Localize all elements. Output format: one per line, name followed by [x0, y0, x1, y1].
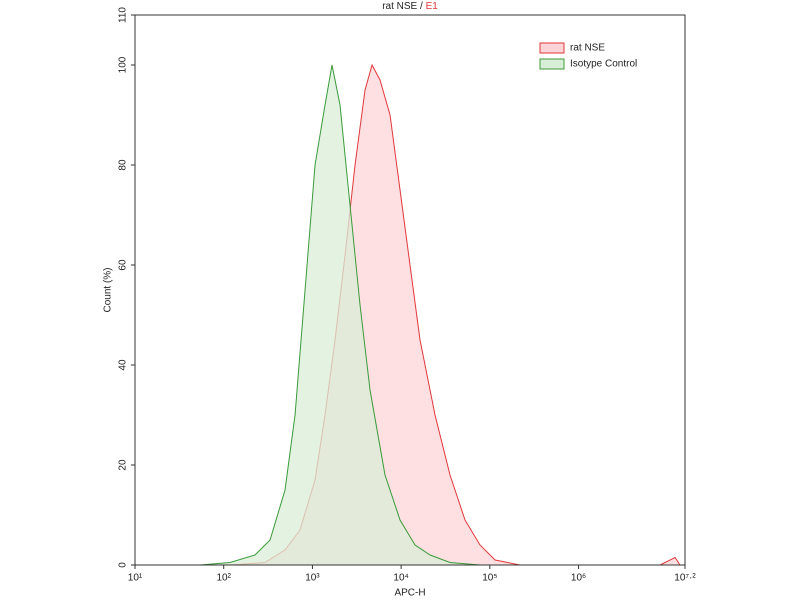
x-tick-label: 10¹ — [128, 573, 143, 584]
x-tick-label: 10⁷·² — [674, 573, 696, 584]
x-tick-label: 10⁵ — [482, 573, 497, 584]
plot-frame — [134, 14, 686, 566]
y-tick-label: 0 — [118, 562, 129, 568]
y-tick-label: 20 — [118, 459, 129, 471]
title-highlight: E1 — [426, 1, 439, 12]
legend-swatch — [539, 58, 565, 70]
title-main: rat NSE / — [382, 1, 423, 12]
y-tick-label: 100 — [118, 56, 129, 73]
y-tick-label: 80 — [118, 159, 129, 171]
y-tick-label: 110 — [118, 7, 129, 23]
x-tick-label: 10³ — [305, 573, 320, 584]
chart-title: rat NSE / E1 — [382, 1, 438, 12]
legend-label: Isotype Control — [570, 59, 637, 70]
x-tick-label: 10⁶ — [571, 573, 586, 584]
y-tick-label: 60 — [118, 259, 129, 271]
y-tick-label: 40 — [118, 359, 129, 371]
x-tick-label: 10² — [216, 573, 231, 584]
x-tick-label: 10⁴ — [393, 573, 408, 584]
histogram-area — [199, 64, 661, 566]
x-axis-label: APC-H — [394, 588, 425, 599]
y-axis-label: Count (%) — [103, 267, 114, 312]
legend-label: rat NSE — [570, 43, 605, 54]
legend-swatch — [539, 42, 565, 54]
